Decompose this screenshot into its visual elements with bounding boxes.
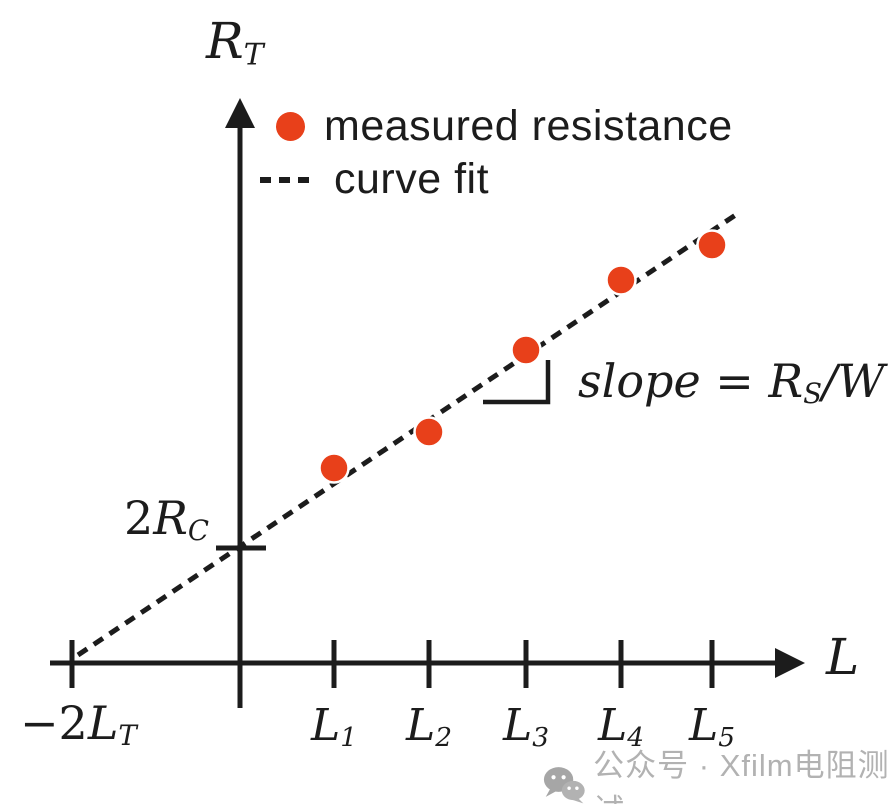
legend-label-fit: curve fit [334,155,490,203]
legend: measured resistance curve fit [258,100,733,206]
watermark-text: 公众号 · Xfilm电阻测试 [593,748,890,804]
y-intercept-label: 2RC [124,491,210,548]
x-intercept-label: −2LT [20,696,137,753]
x-axis-title: L [826,628,860,686]
x-tick-label-4: L4 [597,700,645,753]
legend-item-fit: curve fit [258,153,733,206]
x-tick-label-1: L1 [310,700,358,753]
x-axis-ticks [331,640,715,688]
curve-fit-line-sample [260,176,316,183]
data-point-3 [510,334,542,366]
data-point-5 [696,229,728,261]
data-point-2 [413,416,445,448]
curve-fit-line [76,209,742,658]
data-point-1 [318,452,350,484]
legend-item-measured: measured resistance [258,100,733,153]
x-tick-label-3: L3 [502,700,550,753]
data-points [318,229,728,484]
watermark: 公众号 · Xfilm电阻测试 [543,740,894,804]
measured-point-marker [276,112,305,141]
wechat-icon [543,767,585,804]
slope-angle-mark [483,360,551,405]
slope-annotation: slope = RS/W [578,354,885,411]
y-axis-title: RT [206,12,264,73]
legend-label-measured: measured resistance [324,102,733,150]
x-tick-label-5: L5 [688,700,736,753]
data-point-4 [605,264,637,296]
x-tick-label-2: L2 [405,700,453,753]
